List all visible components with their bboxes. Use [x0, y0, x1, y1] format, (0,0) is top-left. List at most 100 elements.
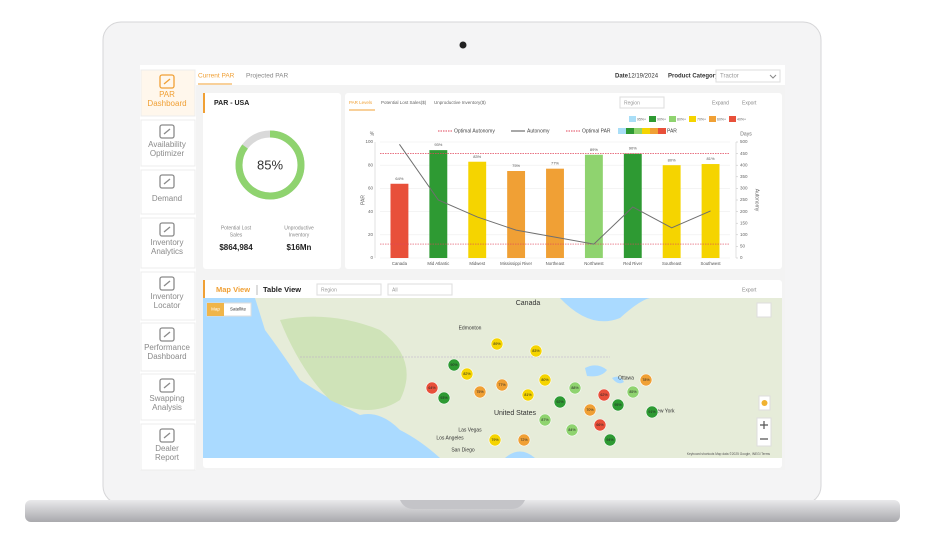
- region[interactable]: Region: [321, 287, 337, 293]
- tab[interactable]: Current PAR: [198, 73, 235, 80]
- sidebar-label[interactable]: Dashboard: [147, 352, 186, 361]
- map-marker[interactable]: [538, 413, 552, 427]
- map-marker[interactable]: [473, 385, 487, 399]
- sidebar-label[interactable]: Dashboard: [147, 99, 186, 108]
- map-marker[interactable]: [565, 423, 579, 437]
- marker-label[interactable]: 94%: [606, 438, 614, 442]
- sidebar-item[interactable]: [140, 373, 196, 421]
- map-button[interactable]: Satellite: [230, 307, 247, 312]
- fullscreen-button[interactable]: [756, 302, 772, 318]
- map-marker[interactable]: [593, 418, 607, 432]
- map-marker[interactable]: [460, 367, 474, 381]
- map-marker[interactable]: [488, 433, 502, 447]
- marker-label[interactable]: 90%: [450, 363, 458, 367]
- sidebar-label[interactable]: PAR: [159, 90, 175, 99]
- marker-label[interactable]: 91%: [648, 410, 656, 414]
- map-marker[interactable]: [529, 344, 543, 358]
- sidebar-item[interactable]: [140, 423, 196, 471]
- sidebar-label[interactable]: Report: [155, 453, 180, 462]
- sidebar-item[interactable]: [140, 119, 196, 167]
- map-button[interactable]: Map: [211, 307, 220, 312]
- bar[interactable]: [507, 171, 526, 258]
- region[interactable]: Region: [624, 100, 640, 106]
- map-marker[interactable]: [447, 358, 461, 372]
- marker-label[interactable]: 72%: [520, 438, 528, 442]
- marker-label[interactable]: 89%: [493, 342, 501, 346]
- map-marker[interactable]: [490, 337, 504, 351]
- marker-label[interactable]: 79%: [491, 438, 499, 442]
- marker-label[interactable]: 83%: [532, 349, 540, 353]
- marker-label[interactable]: 70%: [586, 408, 594, 412]
- sidebar-item[interactable]: [140, 169, 196, 215]
- export[interactable]: Export: [742, 287, 757, 293]
- sidebar-label[interactable]: Dealer: [155, 444, 179, 453]
- map-toggle-active[interactable]: [207, 303, 224, 316]
- filter[interactable]: All: [392, 287, 398, 293]
- marker-label[interactable]: 81%: [524, 393, 532, 397]
- map-marker[interactable]: [553, 395, 567, 409]
- marker-label[interactable]: 92%: [556, 400, 564, 404]
- category-value[interactable]: Tractor: [720, 74, 739, 80]
- sidebar-label[interactable]: Performance: [144, 343, 190, 352]
- map-tab[interactable]: Map View: [216, 285, 250, 294]
- map-marker[interactable]: [521, 388, 535, 402]
- sidebar-label[interactable]: Inventory: [151, 292, 184, 301]
- map-marker[interactable]: [495, 378, 509, 392]
- marker-label[interactable]: 78%: [642, 378, 650, 382]
- map-marker[interactable]: [611, 398, 625, 412]
- dropdown[interactable]: [316, 283, 382, 296]
- tab[interactable]: Projected PAR: [246, 73, 288, 80]
- sidebar-item[interactable]: [140, 322, 196, 372]
- expand[interactable]: Expand: [712, 100, 729, 106]
- marker-label[interactable]: 64%: [428, 386, 436, 390]
- marker-label[interactable]: 75%: [476, 390, 484, 394]
- marker-label[interactable]: 62%: [600, 393, 608, 397]
- marker-label[interactable]: 85%: [629, 390, 637, 394]
- map-marker[interactable]: [538, 373, 552, 387]
- dropdown[interactable]: [715, 69, 781, 83]
- chart-tab[interactable]: PAR Levels: [349, 100, 373, 105]
- sidebar-label[interactable]: Inventory: [151, 238, 184, 247]
- sidebar-label[interactable]: Swapping: [149, 394, 184, 403]
- map-tab[interactable]: Table View: [263, 285, 301, 294]
- sidebar-item[interactable]: [140, 271, 196, 321]
- map-marker[interactable]: [583, 403, 597, 417]
- marker-label[interactable]: 88%: [571, 386, 579, 390]
- chart-tab[interactable]: Unproductive Inventory($): [434, 100, 486, 105]
- bar[interactable]: [468, 161, 487, 258]
- sidebar-item[interactable]: [140, 217, 196, 269]
- map-marker[interactable]: [437, 391, 451, 405]
- map-marker[interactable]: [425, 381, 439, 395]
- bar[interactable]: [429, 150, 448, 258]
- dropdown[interactable]: [619, 96, 665, 109]
- marker-label[interactable]: 66%: [596, 423, 604, 427]
- bar[interactable]: [662, 165, 681, 258]
- sidebar-label[interactable]: Optimizer: [150, 149, 185, 158]
- map-marker[interactable]: [568, 381, 582, 395]
- marker-label[interactable]: 95%: [614, 403, 622, 407]
- map-marker[interactable]: [517, 433, 531, 447]
- map-marker[interactable]: [645, 405, 659, 419]
- marker-label[interactable]: 77%: [498, 383, 506, 387]
- bar[interactable]: [390, 183, 409, 258]
- marker-label[interactable]: 80%: [541, 378, 549, 382]
- sidebar-label[interactable]: Analysis: [152, 403, 182, 412]
- marker-label[interactable]: 93%: [440, 396, 448, 400]
- sidebar-item[interactable]: [140, 69, 196, 117]
- map-marker[interactable]: [597, 388, 611, 402]
- sidebar-label[interactable]: Locator: [154, 301, 181, 310]
- bar[interactable]: [623, 153, 642, 258]
- sidebar-label[interactable]: Availability: [148, 140, 186, 149]
- bar[interactable]: [546, 168, 564, 258]
- dropdown[interactable]: [387, 283, 453, 296]
- marker-label[interactable]: 84%: [568, 428, 576, 432]
- chart-tab[interactable]: Potential Lost Sales($): [381, 100, 427, 105]
- map-marker[interactable]: [626, 385, 640, 399]
- sidebar-label[interactable]: Analytics: [151, 247, 183, 256]
- map-marker[interactable]: [639, 373, 653, 387]
- marker-label[interactable]: 82%: [463, 372, 471, 376]
- export[interactable]: Export: [742, 100, 757, 106]
- sidebar-label[interactable]: Demand: [152, 194, 182, 203]
- marker-label[interactable]: 87%: [541, 418, 549, 422]
- map-marker[interactable]: [603, 433, 617, 447]
